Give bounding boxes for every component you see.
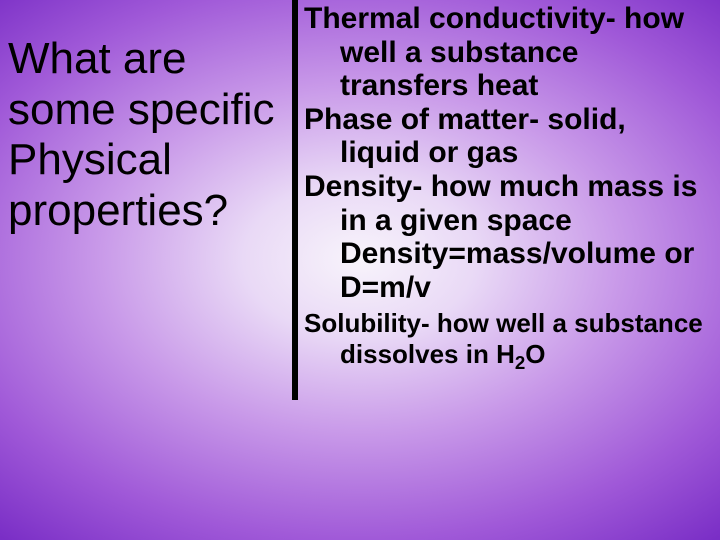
- right-panel: Thermal conductivity- how well a substan…: [298, 0, 720, 540]
- left-panel: What are some specific Physical properti…: [0, 0, 292, 540]
- question-heading: What are some specific Physical properti…: [8, 34, 284, 236]
- property-text-tail: O: [525, 339, 545, 369]
- subscript: 2: [515, 352, 525, 373]
- property-item: Solubility- how well a substance dissolv…: [304, 308, 714, 369]
- property-item: Thermal conductivity- how well a substan…: [304, 2, 714, 103]
- property-text: Solubility- how well a substance dissolv…: [304, 308, 703, 369]
- property-item: Phase of matter- solid, liquid or gas: [304, 103, 714, 170]
- property-item-continuation: Density=mass/volume or D=m/v: [304, 237, 714, 304]
- property-item: Density- how much mass is in a given spa…: [304, 170, 714, 237]
